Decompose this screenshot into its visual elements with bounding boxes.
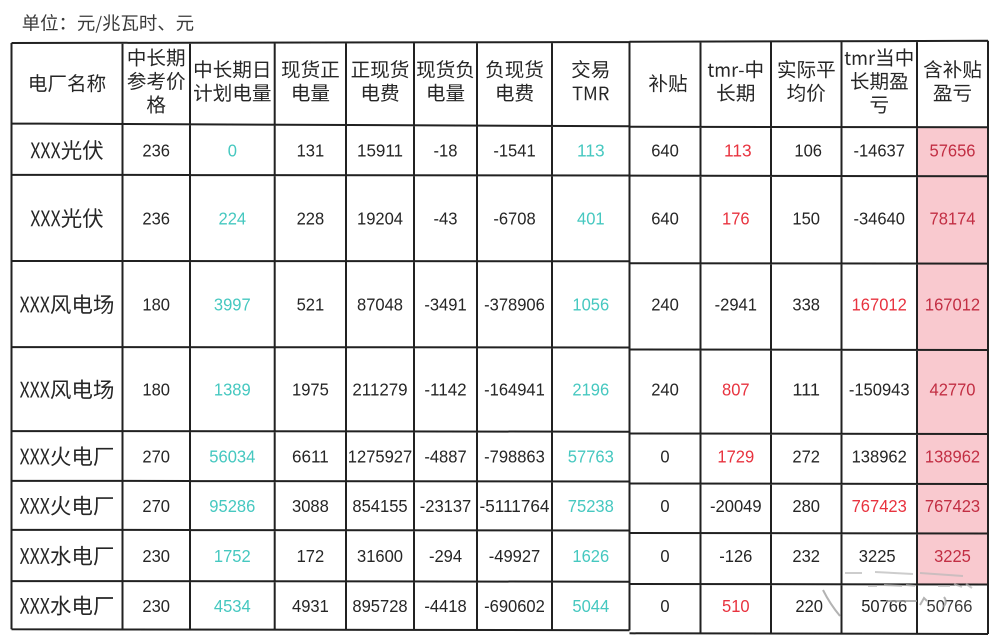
- svg-text:338: 338: [792, 295, 820, 315]
- svg-text:-6708: -6708: [493, 209, 535, 229]
- svg-text:230: 230: [142, 546, 170, 566]
- svg-text:50766: 50766: [927, 596, 973, 616]
- svg-text:270: 270: [142, 447, 170, 467]
- svg-text:-5111764: -5111764: [480, 496, 550, 516]
- svg-text:180: 180: [142, 295, 170, 315]
- svg-text:1975: 1975: [292, 380, 329, 400]
- svg-text:0: 0: [660, 596, 669, 616]
- svg-text:4534: 4534: [214, 596, 251, 616]
- svg-text:-23137: -23137: [420, 496, 472, 516]
- svg-text:131: 131: [297, 140, 325, 160]
- svg-text:-164941: -164941: [484, 380, 545, 400]
- svg-text:3997: 3997: [214, 295, 251, 315]
- svg-text:-1541: -1541: [493, 140, 535, 160]
- svg-text:-4887: -4887: [424, 447, 466, 467]
- svg-text:-294: -294: [429, 546, 462, 566]
- svg-text:510: 510: [722, 596, 750, 616]
- svg-text:767423: 767423: [852, 496, 907, 516]
- svg-text:240: 240: [651, 295, 679, 315]
- svg-text:-4418: -4418: [424, 596, 466, 616]
- svg-text:0: 0: [660, 447, 669, 467]
- svg-text:0: 0: [228, 140, 237, 160]
- svg-text:57656: 57656: [930, 140, 976, 160]
- svg-text:232: 232: [792, 546, 820, 566]
- svg-text:-2941: -2941: [715, 295, 757, 315]
- svg-text:767423: 767423: [925, 496, 980, 516]
- svg-text:-49927: -49927: [489, 546, 541, 566]
- svg-text:211279: 211279: [352, 380, 407, 400]
- svg-text:113: 113: [577, 140, 605, 160]
- svg-text:1626: 1626: [572, 546, 609, 566]
- svg-text:56034: 56034: [209, 447, 255, 467]
- svg-text:176: 176: [722, 209, 750, 229]
- svg-text:57763: 57763: [568, 447, 614, 467]
- svg-text:807: 807: [722, 380, 750, 400]
- svg-text:3088: 3088: [292, 496, 329, 516]
- svg-text:236: 236: [142, 140, 170, 160]
- svg-text:-1142: -1142: [424, 380, 466, 400]
- svg-text:6611: 6611: [292, 447, 329, 467]
- svg-text:1729: 1729: [717, 447, 754, 467]
- svg-text:113: 113: [724, 140, 752, 160]
- svg-text:-798863: -798863: [484, 447, 545, 467]
- svg-text:95286: 95286: [209, 496, 255, 516]
- svg-text:1056: 1056: [572, 295, 609, 315]
- svg-text:270: 270: [142, 496, 170, 516]
- svg-text:640: 640: [651, 140, 679, 160]
- svg-text:2196: 2196: [572, 380, 609, 400]
- svg-text:224: 224: [219, 209, 247, 229]
- svg-text:-150943: -150943: [849, 380, 910, 400]
- svg-text:-18: -18: [434, 140, 458, 160]
- svg-text:-14637: -14637: [853, 140, 905, 160]
- svg-text:401: 401: [577, 209, 605, 229]
- svg-text:150: 150: [792, 209, 820, 229]
- svg-text:-126: -126: [719, 546, 752, 566]
- svg-text:167012: 167012: [925, 295, 980, 315]
- svg-text:272: 272: [792, 447, 820, 467]
- svg-text:3225: 3225: [934, 546, 971, 566]
- svg-text:1389: 1389: [214, 380, 251, 400]
- svg-text:19204: 19204: [357, 209, 403, 229]
- svg-text:854155: 854155: [352, 496, 407, 516]
- svg-text:1275927: 1275927: [348, 447, 412, 467]
- svg-text:138962: 138962: [925, 447, 980, 467]
- svg-text:4931: 4931: [292, 596, 329, 616]
- svg-text:640: 640: [651, 209, 679, 229]
- svg-text:42770: 42770: [930, 380, 976, 400]
- svg-text:87048: 87048: [357, 295, 403, 315]
- svg-text:15911: 15911: [357, 140, 403, 160]
- svg-text:50766: 50766: [861, 596, 907, 616]
- svg-text:138962: 138962: [852, 447, 907, 467]
- svg-text:106: 106: [794, 140, 822, 160]
- svg-text:220: 220: [795, 596, 823, 616]
- svg-text:230: 230: [142, 596, 170, 616]
- svg-text:31600: 31600: [357, 546, 403, 566]
- svg-text:-20049: -20049: [710, 496, 762, 516]
- svg-text:78174: 78174: [930, 209, 976, 229]
- svg-text:1752: 1752: [214, 546, 251, 566]
- svg-text:167012: 167012: [852, 295, 907, 315]
- svg-text:0: 0: [660, 496, 669, 516]
- svg-text:228: 228: [297, 209, 325, 229]
- svg-text:-34640: -34640: [853, 209, 905, 229]
- svg-text:521: 521: [297, 295, 325, 315]
- svg-text:0: 0: [660, 546, 669, 566]
- svg-text:75238: 75238: [568, 496, 614, 516]
- svg-text:180: 180: [142, 380, 170, 400]
- svg-text:5044: 5044: [572, 596, 609, 616]
- svg-text:-378906: -378906: [484, 295, 545, 315]
- svg-text:111: 111: [792, 380, 820, 400]
- svg-text:240: 240: [651, 380, 679, 400]
- svg-text:-690602: -690602: [484, 596, 545, 616]
- svg-text:280: 280: [792, 496, 820, 516]
- svg-text:236: 236: [142, 209, 170, 229]
- svg-text:3225: 3225: [859, 546, 896, 566]
- svg-text:172: 172: [297, 546, 325, 566]
- svg-text:-3491: -3491: [424, 295, 466, 315]
- svg-text:895728: 895728: [352, 596, 407, 616]
- svg-text:-43: -43: [434, 209, 458, 229]
